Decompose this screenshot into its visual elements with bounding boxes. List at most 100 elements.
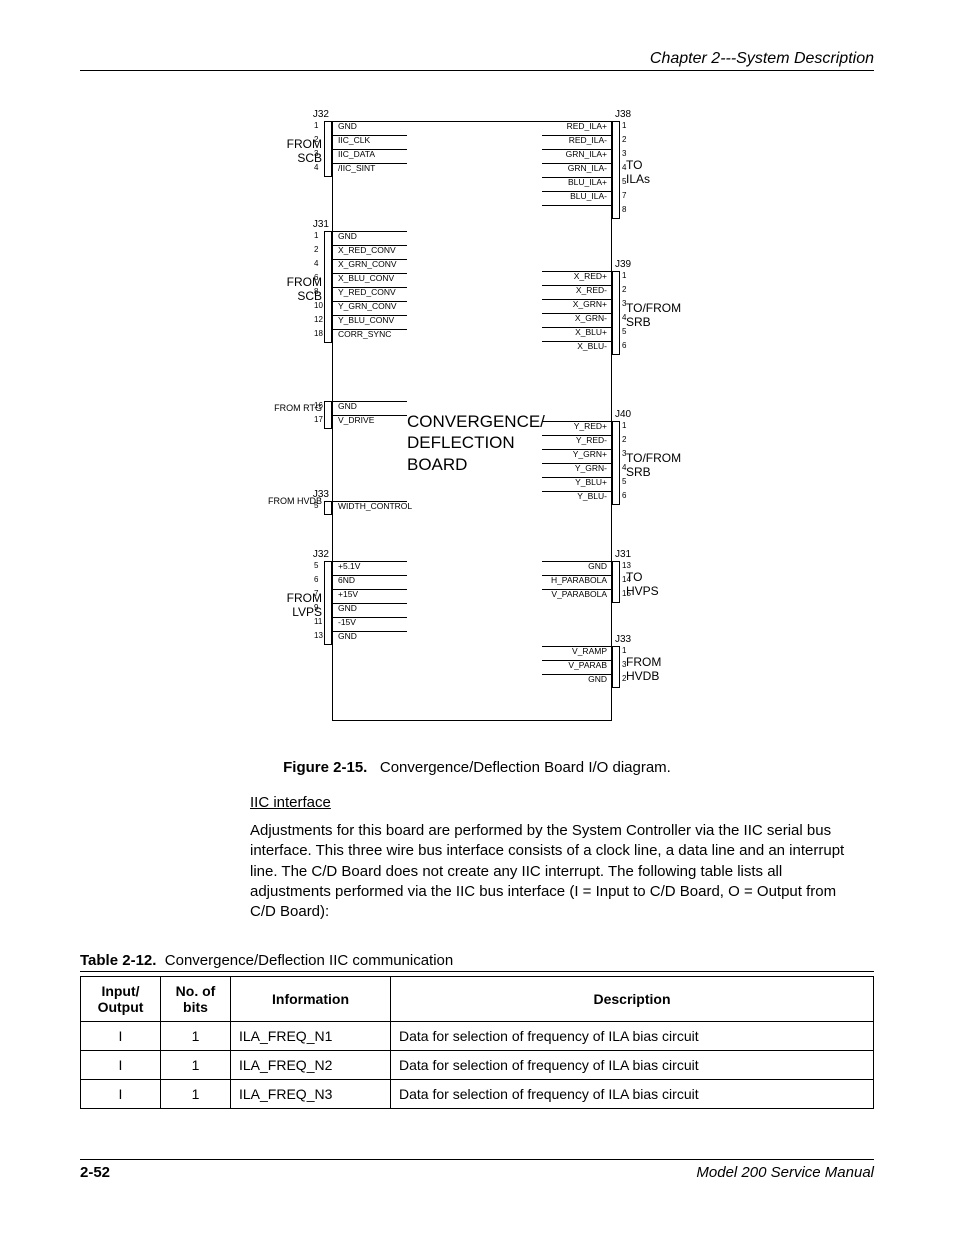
table-row: I1ILA_FREQ_N1Data for selection of frequ… <box>81 1022 874 1051</box>
connector-label: J38 <box>615 109 645 120</box>
pin-number: 9 <box>314 603 318 612</box>
table-cell: 1 <box>161 1080 231 1109</box>
side-label: FROMHVDB <box>626 655 661 684</box>
table-header: Input/Output <box>81 977 161 1022</box>
pin-signal: V_PARABOLA <box>542 589 607 599</box>
pin-number: 4 <box>622 163 626 172</box>
figure-text: Convergence/Deflection Board I/O diagram… <box>380 759 671 776</box>
pin-number: 3 <box>622 149 626 158</box>
figure-label: Figure 2-15. <box>283 759 367 776</box>
pin-signal: X_GRN- <box>542 313 607 323</box>
pin-signal: X_BLU- <box>542 341 607 351</box>
side-label: TOILAs <box>626 158 650 187</box>
table-row: I1ILA_FREQ_N2Data for selection of frequ… <box>81 1051 874 1080</box>
table-cell: I <box>81 1022 161 1051</box>
table-header: No. ofbits <box>161 977 231 1022</box>
pin-number: 7 <box>314 589 318 598</box>
iic-subhead: IIC interface <box>250 794 874 811</box>
side-label: FROM RTG <box>252 403 322 414</box>
pin-signal: 6ND <box>338 575 355 585</box>
pin-signal: Y_RED+ <box>542 421 607 431</box>
pin-number: 4 <box>622 463 626 472</box>
table-cell: Data for selection of frequency of ILA b… <box>391 1022 874 1051</box>
connector-label: J32 <box>304 549 329 560</box>
pin-signal: Y_RED- <box>542 435 607 445</box>
pin-signal: GRN_ILA+ <box>542 149 607 159</box>
pin-number: 14 <box>622 575 631 584</box>
pin-number: 4 <box>622 313 626 322</box>
pin-number: 2 <box>314 135 318 144</box>
side-label: TO/FROMSRB <box>626 451 681 480</box>
pin-number: 13 <box>314 631 323 640</box>
table-header: Description <box>391 977 874 1022</box>
pin-number: 5 <box>622 177 626 186</box>
table-row: I1ILA_FREQ_N3Data for selection of frequ… <box>81 1080 874 1109</box>
pin-number: 8 <box>622 205 626 214</box>
figure-caption: Figure 2-15. Convergence/Deflection Boar… <box>80 759 874 776</box>
table-cell: I <box>81 1051 161 1080</box>
side-label: TO/FROMSRB <box>626 301 681 330</box>
pin-signal: GND <box>338 121 357 131</box>
pin-signal: Y_BLU+ <box>542 477 607 487</box>
table-cell: 1 <box>161 1051 231 1080</box>
pin-signal: Y_BLU- <box>542 491 607 501</box>
pin-number: 2 <box>622 435 626 444</box>
manual-name: Model 200 Service Manual <box>696 1164 874 1181</box>
pin-signal: Y_GRN+ <box>542 449 607 459</box>
pin-number: 11 <box>314 617 322 626</box>
pin-signal: X_BLU+ <box>542 327 607 337</box>
table-cell: ILA_FREQ_N3 <box>231 1080 391 1109</box>
pin-number: 3 <box>314 149 318 158</box>
iic-table: Input/OutputNo. ofbitsInformationDescrip… <box>80 976 874 1109</box>
pin-number: 16 <box>314 401 323 410</box>
pin-signal: GND <box>338 231 357 241</box>
pin-signal: V_DRIVE <box>338 415 374 425</box>
pin-number: 6 <box>314 575 318 584</box>
table-cell: Data for selection of frequency of ILA b… <box>391 1080 874 1109</box>
pin-signal: H_PARABOLA <box>542 575 607 585</box>
pin-number: 8 <box>314 287 318 296</box>
pin-number: 5 <box>314 501 318 510</box>
table-cell: I <box>81 1080 161 1109</box>
pin-number: 2 <box>622 674 626 683</box>
table-text: Convergence/Deflection IIC communication <box>165 952 453 969</box>
pin-signal: Y_GRN_CONV <box>338 301 397 311</box>
pin-signal: Y_RED_CONV <box>338 287 396 297</box>
pin-signal: IIC_DATA <box>338 149 375 159</box>
connector-label: J33 <box>615 634 645 645</box>
pin-number: 4 <box>314 259 318 268</box>
pin-number: 3 <box>622 449 626 458</box>
pin-number: 3 <box>622 299 626 308</box>
pin-signal: X_GRN+ <box>542 299 607 309</box>
pin-signal: BLU_ILA- <box>542 191 607 201</box>
pin-signal: V_PARAB <box>542 660 607 670</box>
pin-number: 1 <box>314 121 318 130</box>
pin-signal: X_RED- <box>542 285 607 295</box>
page-number: 2-52 <box>80 1164 110 1181</box>
pin-number: 18 <box>314 329 323 338</box>
table-cell: 1 <box>161 1022 231 1051</box>
pin-number: 1 <box>314 231 318 240</box>
io-diagram: CONVERGENCE/DEFLECTIONBOARDJ32FROMSCB1GN… <box>80 101 874 741</box>
pin-number: 6 <box>622 491 626 500</box>
pin-signal: Y_GRN- <box>542 463 607 473</box>
pin-signal: WIDTH_CONTROL <box>338 501 412 511</box>
connector-label: J31 <box>615 549 645 560</box>
pin-number: 1 <box>622 271 626 280</box>
pin-number: 3 <box>622 660 626 669</box>
pin-number: 5 <box>314 561 318 570</box>
pin-number: 2 <box>622 285 626 294</box>
pin-number: 5 <box>622 477 626 486</box>
pin-signal: X_RED+ <box>542 271 607 281</box>
pin-signal: IIC_CLK <box>338 135 370 145</box>
iic-paragraph: Adjustments for this board are performed… <box>250 821 864 922</box>
pin-signal: RED_ILA- <box>542 135 607 145</box>
pin-number: 1 <box>622 421 626 430</box>
pin-number: 5 <box>622 327 626 336</box>
pin-signal: Y_BLU_CONV <box>338 315 394 325</box>
side-label: FROM HVDB <box>252 496 322 507</box>
connector-label: J32 <box>304 109 329 120</box>
pin-signal: GND <box>338 401 357 411</box>
pin-number: 13 <box>622 561 631 570</box>
page-footer: 2-52 Model 200 Service Manual <box>80 1159 874 1181</box>
